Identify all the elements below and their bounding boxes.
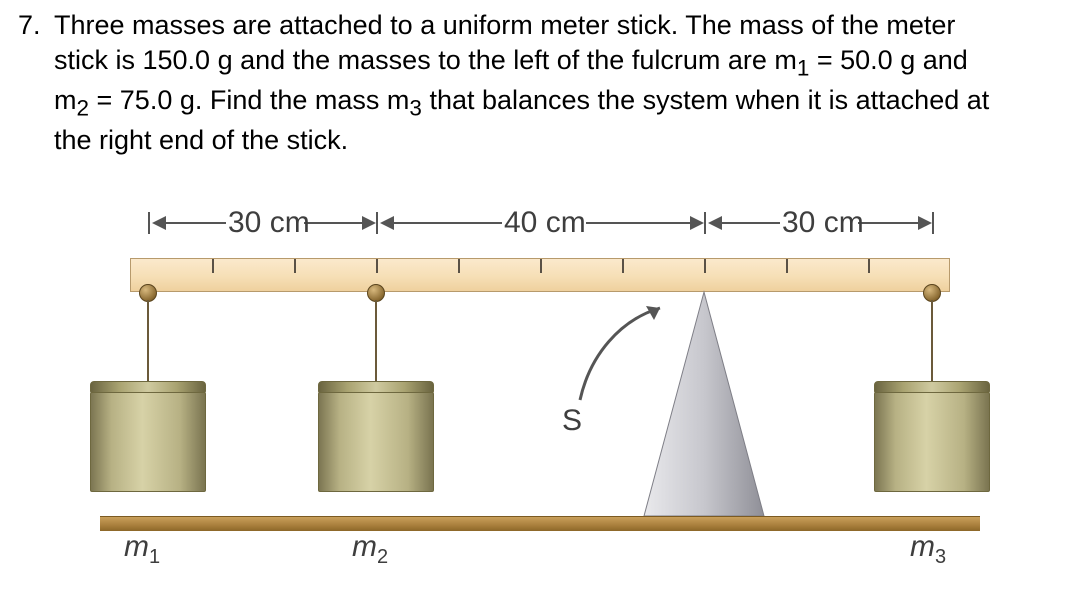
dim-b-label: 40 cm [504,206,586,240]
mass-m3-label: m3 [910,530,946,569]
dim-b-seg-right [586,222,690,224]
dim-c-arrow-right-icon [918,216,932,230]
mass-cap [318,381,434,393]
dim-c-label: 30 cm [782,206,864,240]
problem-sub1: 1 [797,55,810,80]
mass-m1 [90,392,206,492]
problem-sub3: 3 [409,95,422,120]
stick-tick [294,259,296,273]
dim-a-arrow-right-icon [362,216,376,230]
stick-tick [704,259,706,273]
mass-cap [874,381,990,393]
stick-tick [786,259,788,273]
dim-b-arrow-left-icon [380,216,394,230]
s-pointer-icon [560,300,680,420]
dim-c-seg-left [722,222,780,224]
dim-tick-30 [376,212,378,234]
mass-m2 [318,392,434,492]
question-number: 7. [18,8,54,43]
dim-c-arrow-left-icon [708,216,722,230]
string-m1 [147,300,149,382]
problem-line3b: = 75.0 g. Find the mass m [89,85,409,115]
dim-c-seg-right [858,222,918,224]
problem-line2b: = 50.0 g and [809,45,967,75]
stick-tick [458,259,460,273]
mass-cap [90,381,206,393]
base-bar [100,516,980,531]
problem-text: 7.Three masses are attached to a uniform… [18,8,1062,157]
stick-tick [540,259,542,273]
figure: 30 cm 40 cm 30 cm [90,200,990,580]
dim-b-arrow-right-icon [690,216,704,230]
dim-tick-left [148,212,150,234]
problem-line3a: m [54,85,77,115]
stick-tick [376,259,378,273]
dimension-row: 30 cm 40 cm 30 cm [90,200,990,250]
string-m3 [931,300,933,382]
mass-m1-label: m1 [124,530,160,569]
problem-sub2: 2 [77,95,90,120]
page: 7.Three masses are attached to a uniform… [0,0,1080,596]
dim-tick-70 [704,212,706,234]
dim-tick-right [932,212,934,234]
mass-m3 [874,392,990,492]
dim-b-seg-left [394,222,502,224]
dim-a-seg-left [166,222,226,224]
stick-tick [868,259,870,273]
problem-line3c: that balances the system when it is atta… [422,85,989,115]
stick-tick [622,259,624,273]
problem-line2a: stick is 150.0 g and the masses to the l… [54,45,797,75]
s-label: S [562,404,582,438]
string-m2 [375,300,377,382]
mass-m2-label: m2 [352,530,388,569]
dim-a-seg-right [304,222,362,224]
problem-line1: Three masses are attached to a uniform m… [54,10,955,40]
meter-stick [130,258,950,292]
dim-a-arrow-left-icon [152,216,166,230]
stick-tick [212,259,214,273]
dim-a-label: 30 cm [228,206,310,240]
problem-line4: the right end of the stick. [54,125,348,155]
